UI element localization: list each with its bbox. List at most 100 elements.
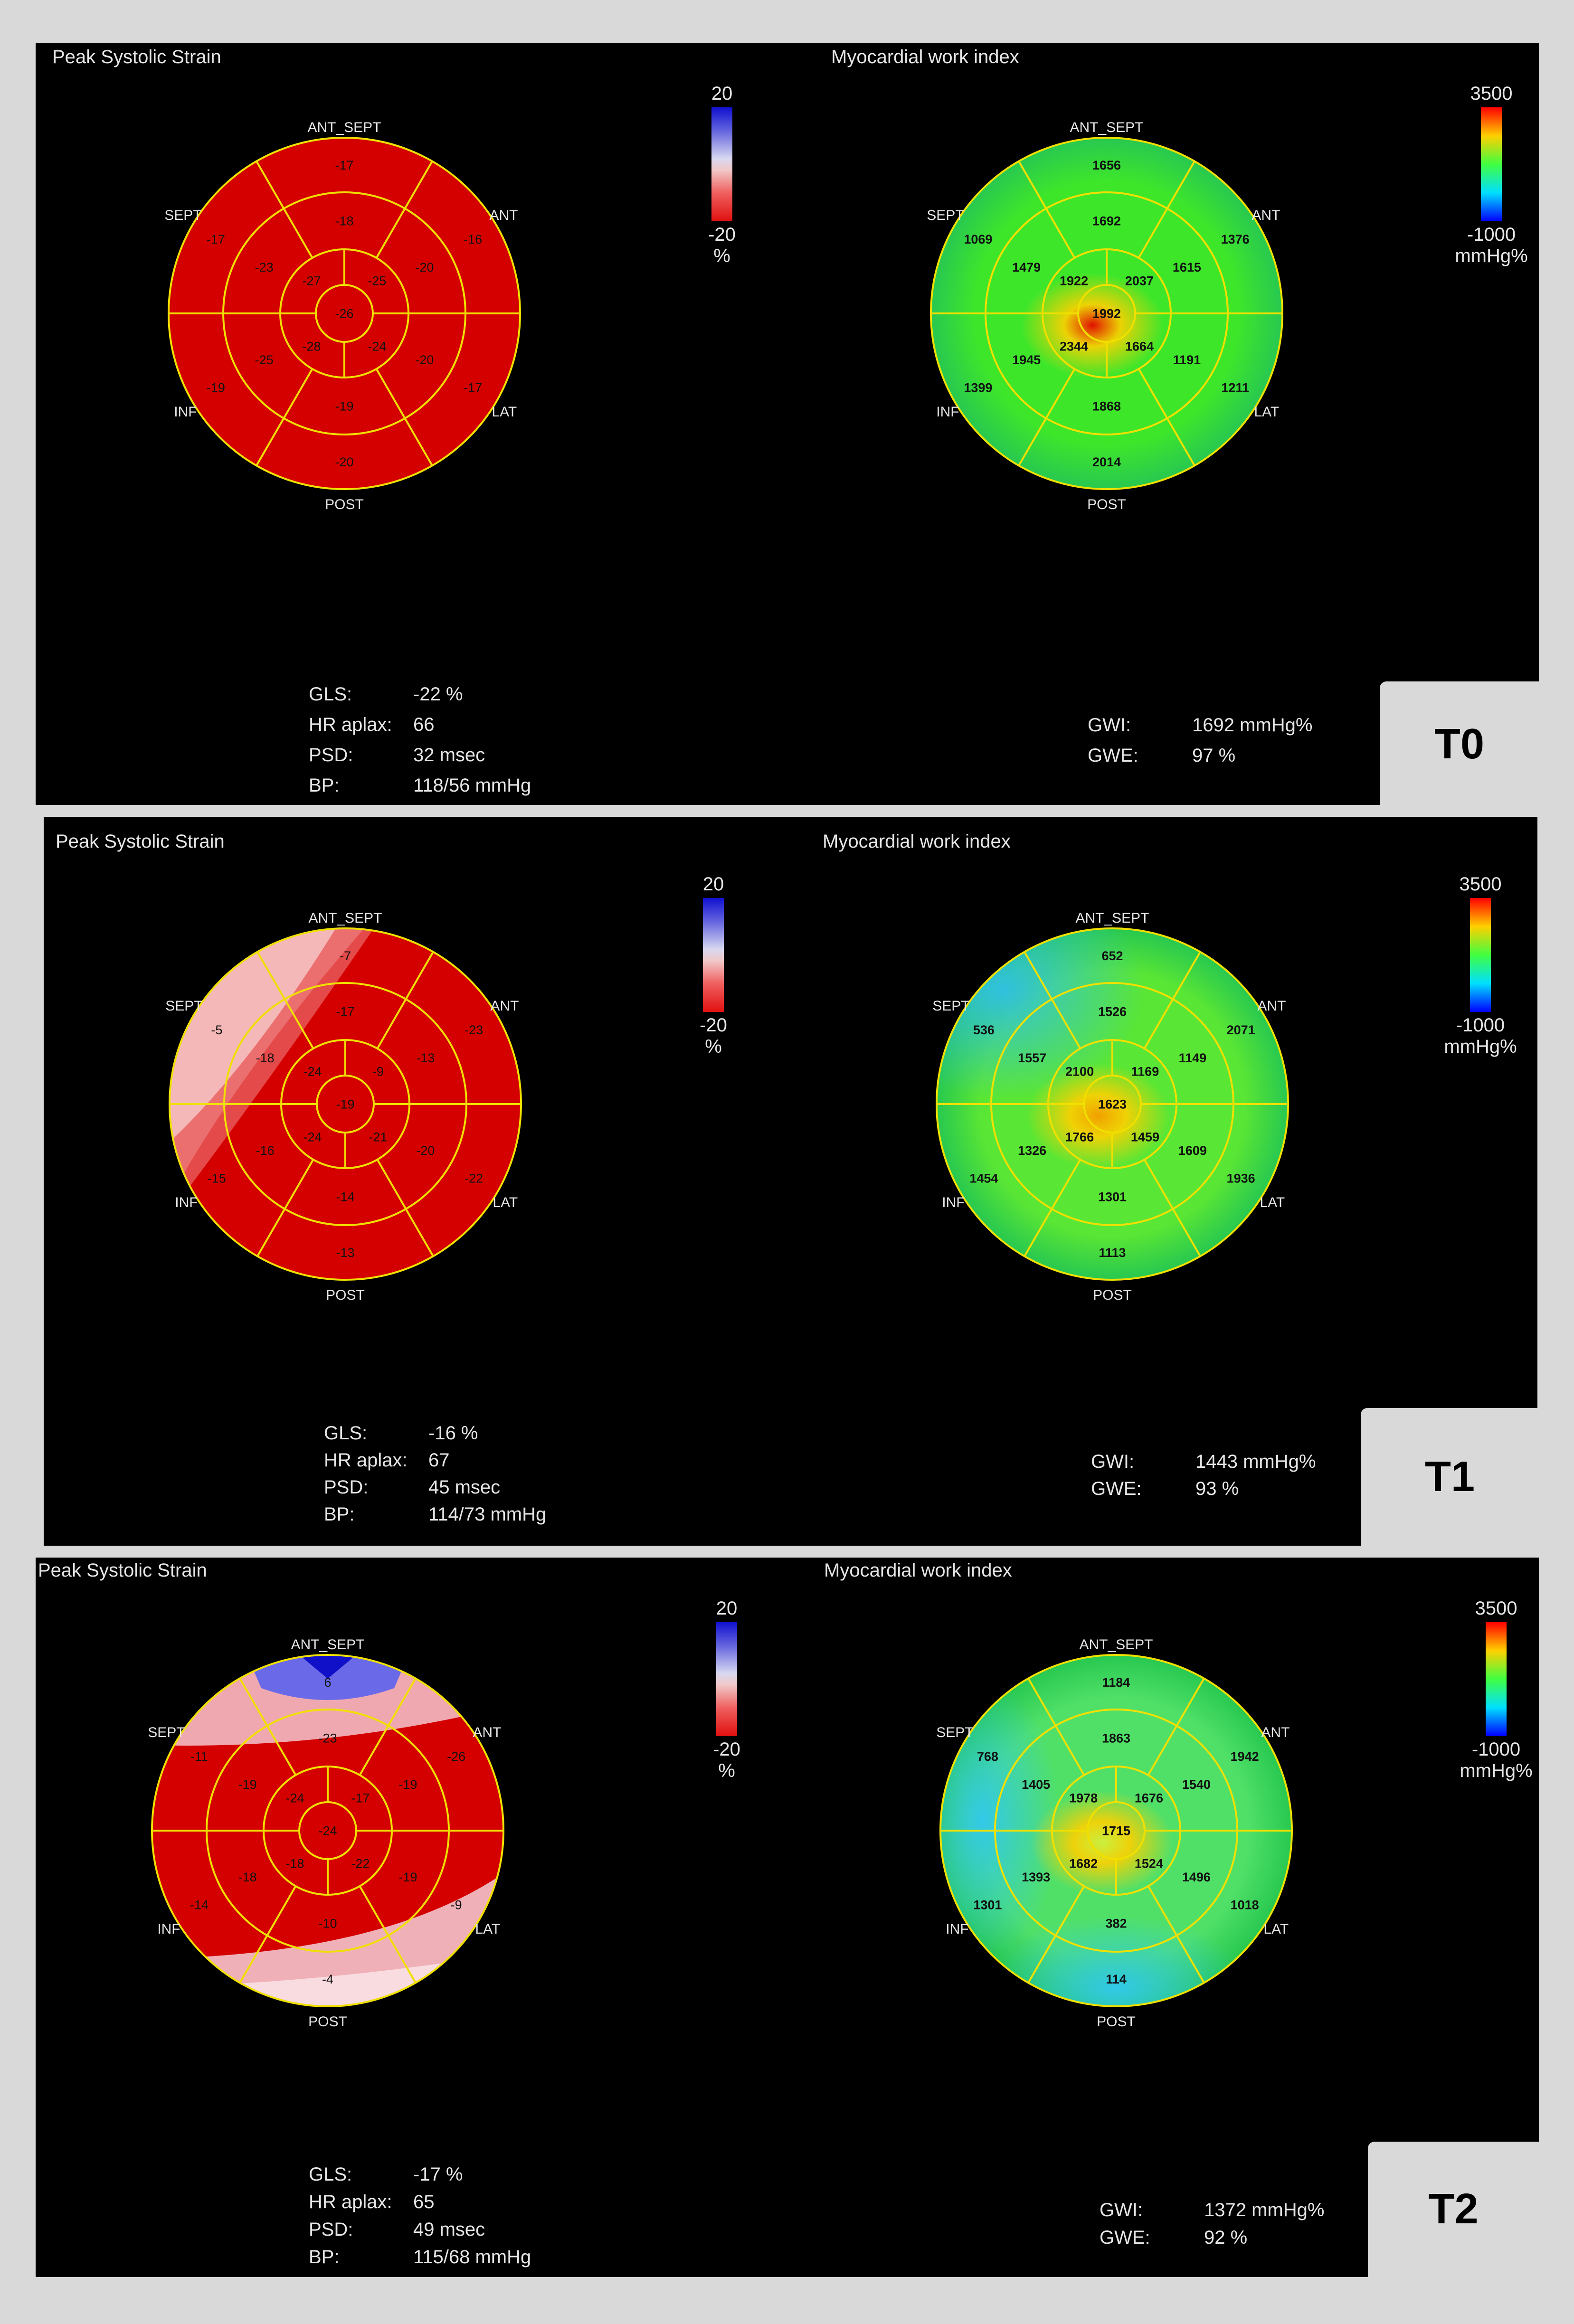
strain-color-scale: 20 -20 % (685, 874, 742, 1058)
strain-scale-bar (716, 1622, 737, 1736)
stat-value: 67 (428, 1450, 450, 1471)
basal-segment-value: -15 (208, 1171, 226, 1186)
stat-label: HR aplax: (309, 714, 392, 735)
sector-line (1147, 1885, 1205, 1984)
stat-label: PSD: (324, 1477, 369, 1498)
mid-segment-value: -19 (398, 1777, 417, 1792)
sector-line (376, 1159, 434, 1257)
apex-segment-value: 1715 (1102, 1823, 1130, 1838)
basal-segment-value: 1113 (1099, 1246, 1126, 1260)
label-ant-sept: ANT_SEPT (1070, 120, 1143, 135)
work-scale-unit: mmHg% (1460, 1760, 1533, 1781)
strain-scale-bar (711, 107, 732, 221)
basal-segment-value: -11 (190, 1749, 208, 1764)
time-label-t2: T2 (1368, 2142, 1539, 2277)
mid-segment-value: 1945 (1012, 353, 1041, 367)
sector-line (1018, 161, 1076, 259)
mid-segment-value: 1615 (1173, 260, 1201, 274)
label-ant-sept: ANT_SEPT (291, 1637, 364, 1653)
basal-segment-value: 2071 (1227, 1023, 1255, 1037)
sector-line (1138, 161, 1195, 259)
work-bullseye: 1656 1376 1211 2014 1399 1069 1692 1615 1191 1868… (927, 120, 1283, 512)
strain-scale-top: 20 (711, 83, 733, 104)
stat-value: 114/73 mmHg (428, 1504, 547, 1525)
mid-segment-value: 1393 (1022, 1870, 1050, 1884)
basal-segment-value: -13 (336, 1246, 354, 1260)
mid-segment-value: -13 (416, 1051, 435, 1065)
sector-line (1027, 1885, 1085, 1984)
basal-segment-value: 652 (1101, 949, 1123, 963)
apical-segment-value: 1682 (1069, 1856, 1098, 1871)
label-inf: INF (174, 404, 197, 420)
mid-segment-value: -18 (238, 1870, 257, 1884)
label-lat: LAT (492, 404, 517, 420)
label-ant-sept: ANT_SEPT (1079, 1637, 1153, 1653)
label-ant-sept: ANT_SEPT (308, 910, 382, 926)
apical-segment-value: 1766 (1065, 1130, 1094, 1144)
sector-line (1147, 1678, 1205, 1776)
apical-segment-value: -17 (351, 1791, 370, 1805)
work-color-scale: 3500 -1000 mmHg% (1433, 874, 1528, 1058)
apical-segment-value: 1664 (1125, 339, 1154, 353)
mid-segment-value: -23 (255, 260, 274, 274)
stat-gwe: GWE: 92 % (1100, 2224, 1324, 2251)
work-scale-bottom: -1000 (1471, 1739, 1521, 1760)
apical-segment-value: 1459 (1131, 1130, 1159, 1144)
basal-segment-value: 1936 (1227, 1171, 1255, 1186)
basal-segment-value: 6 (324, 1675, 331, 1690)
sector-line (256, 368, 313, 466)
label-lat: LAT (493, 1195, 518, 1210)
strain-scale-unit: % (718, 1760, 735, 1781)
stat-label: BP: (309, 775, 340, 796)
strain-light-zone (170, 928, 364, 1199)
label-post: POST (326, 1287, 365, 1303)
sector-line (1138, 368, 1195, 466)
stat-gwi: GWI: 1372 mmHg% (1100, 2196, 1324, 2224)
basal-segment-value: -17 (207, 232, 225, 246)
label-ant: ANT (1261, 1725, 1290, 1740)
apex-segment-value: -19 (336, 1097, 354, 1111)
basal-segment-value: 1656 (1092, 158, 1121, 172)
apical-segment-value: -24 (368, 339, 386, 353)
basal-segment-value: 1018 (1231, 1898, 1259, 1912)
sector-line (1143, 951, 1201, 1049)
mid-segment-value: 382 (1105, 1916, 1127, 1930)
stat-gls: GLS: -16 % (324, 1420, 546, 1447)
stat-hr: HR aplax: 67 (324, 1447, 546, 1474)
stat-value: 65 (413, 2192, 435, 2212)
label-lat: LAT (475, 1921, 500, 1937)
strain-color-scale: 20 -20 % (693, 83, 750, 267)
basal-segment-value: 1399 (964, 381, 992, 395)
work-scale-bottom: -1000 (1467, 224, 1516, 245)
label-lat: LAT (1263, 1921, 1289, 1937)
stat-bp: BP: 118/56 mmHg (309, 770, 531, 801)
apical-segment-value: 1922 (1060, 274, 1088, 288)
work-cool-zone (937, 928, 1146, 1099)
label-ant-sept: ANT_SEPT (1075, 910, 1149, 926)
work-scale-top: 3500 (1475, 1598, 1517, 1619)
basal-segment-value: -22 (465, 1171, 483, 1186)
stat-gwe: GWE: 93 % (1091, 1475, 1316, 1502)
work-color-scale: 3500 -1000 mmHg% (1449, 1598, 1544, 1782)
strain-scale-bar (703, 898, 724, 1012)
sector-line (375, 368, 433, 466)
strain-scale-bottom: -20 (700, 1015, 727, 1036)
time-label-t1: T1 (1361, 1408, 1539, 1546)
work-cool-zone (983, 1916, 1249, 2006)
mid-segment-value: -19 (335, 399, 353, 413)
strain-title: Peak Systolic Strain (52, 47, 221, 67)
stat-label: GLS: (309, 2164, 352, 2185)
stat-hr: HR aplax: 66 (309, 709, 531, 740)
stat-label: HR aplax: (324, 1450, 408, 1471)
basal-segment-value: 1184 (1102, 1675, 1130, 1690)
work-hot-zone (1027, 1064, 1169, 1168)
stat-label: GWI: (1088, 715, 1131, 736)
apex-segment-value: 1992 (1092, 306, 1121, 321)
mid-segment-value: 1326 (1018, 1143, 1046, 1158)
label-post: POST (1093, 1287, 1132, 1303)
stat-gwi: GWI: 1443 mmHg% (1091, 1448, 1316, 1475)
strain-scale-bottom: -20 (713, 1739, 740, 1760)
strain-title: Peak Systolic Strain (56, 831, 225, 852)
stat-value: -17 % (413, 2164, 463, 2185)
work-title: Myocardial work index (831, 47, 1019, 67)
